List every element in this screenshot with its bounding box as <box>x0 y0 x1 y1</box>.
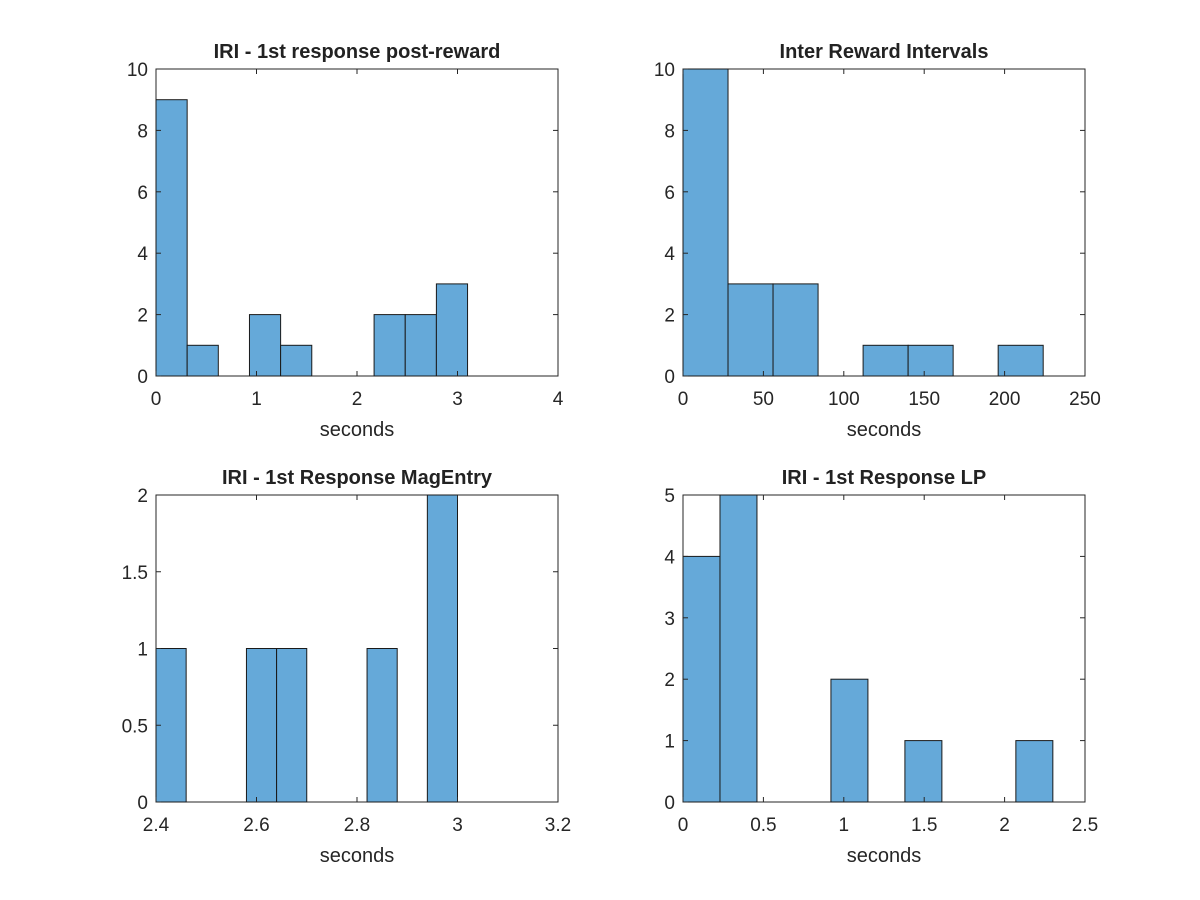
x-tick-label: 1 <box>251 389 262 410</box>
y-tick-label: 6 <box>137 183 148 204</box>
histogram-bar <box>186 344 219 377</box>
axes-frame <box>155 68 559 377</box>
y-tick-label: 4 <box>664 547 675 568</box>
x-tick-label: 100 <box>828 389 860 410</box>
histogram-bar <box>280 344 313 377</box>
x-tick-label: 1 <box>839 815 850 836</box>
y-tick-label: 4 <box>137 244 148 265</box>
axes-frame <box>155 494 559 803</box>
x-tick-label: 2.5 <box>1072 815 1098 836</box>
y-tick-label: 1 <box>664 732 675 753</box>
x-tick-label: 2 <box>999 815 1010 836</box>
y-tick-label: 10 <box>127 60 148 81</box>
histogram-bar <box>1015 740 1054 803</box>
y-tick-label: 4 <box>664 244 675 265</box>
y-tick-label: 10 <box>654 60 675 81</box>
x-tick-label: 2.8 <box>344 815 370 836</box>
x-tick-label: 0 <box>678 815 689 836</box>
histogram-bar <box>155 648 187 803</box>
x-tick-label: 3 <box>452 389 463 410</box>
y-tick-label: 2 <box>137 486 148 507</box>
y-tick-label: 2 <box>664 670 675 691</box>
histogram-panel-iri-magentry: 2.4 2.6 2.8 3 3.2 0 0.5 1 1.5 2 IRI - 1st Response… <box>122 467 572 867</box>
histogram-bar <box>366 648 398 803</box>
histogram-bar <box>426 494 459 803</box>
histogram-bar <box>997 344 1044 377</box>
histogram-bar <box>373 314 406 377</box>
y-tick-label: 1.5 <box>122 563 148 584</box>
histogram-bar <box>907 344 954 377</box>
histogram-bar <box>727 283 774 377</box>
histogram-bar <box>719 494 758 803</box>
x-tick-label: 0 <box>151 389 162 410</box>
y-tick-label: 2 <box>664 306 675 327</box>
y-tick-label: 0 <box>137 793 148 814</box>
histogram-bar <box>772 283 819 377</box>
x-tick-label: 4 <box>553 389 564 410</box>
x-tick-label: 3 <box>452 815 463 836</box>
histogram-panel-iri-post-reward: 0 1 2 3 4 0 2 4 6 8 10 IRI - 1st response post-rewa… <box>127 41 564 441</box>
histogram-bar <box>904 740 943 803</box>
x-tick-label: 0 <box>678 389 689 410</box>
y-tick-label: 8 <box>137 121 148 142</box>
x-tick-label: 2.6 <box>243 815 269 836</box>
histogram-bar <box>862 344 909 377</box>
y-tick-label: 8 <box>664 121 675 142</box>
x-tick-label: 50 <box>753 389 774 410</box>
histogram-panel-inter-reward-intervals: 0 50 100 150 200 250 0 2 4 6 8 10 Inter Reward Inter… <box>654 41 1101 441</box>
histogram-bar <box>155 99 188 377</box>
x-axis-label: seconds <box>320 845 395 867</box>
histogram-bar <box>682 555 721 803</box>
x-tick-label: 1.5 <box>911 815 937 836</box>
histogram-bar <box>830 678 869 803</box>
y-tick-label: 5 <box>664 486 675 507</box>
x-tick-label: 0.5 <box>750 815 776 836</box>
y-tick-label: 3 <box>664 609 675 630</box>
y-tick-label: 0 <box>664 367 675 388</box>
histogram-bar <box>276 648 308 803</box>
x-axis-label: seconds <box>320 419 395 441</box>
histogram-bar <box>248 314 282 377</box>
histogram-panel-iri-lp: 0 0.5 1 1.5 2 2.5 0 1 2 3 4 5 IRI - 1st Response LP s… <box>664 467 1098 867</box>
histogram-bar <box>435 283 469 377</box>
y-tick-label: 0 <box>664 793 675 814</box>
x-tick-label: 2.4 <box>143 815 170 836</box>
x-tick-label: 150 <box>908 389 940 410</box>
chart-title: IRI - 1st response post-reward <box>214 41 501 63</box>
chart-title: IRI - 1st Response MagEntry <box>222 467 493 489</box>
x-tick-label: 250 <box>1069 389 1101 410</box>
histogram-bar <box>245 648 278 803</box>
x-tick-label: 2 <box>352 389 363 410</box>
y-tick-label: 2 <box>137 306 148 327</box>
y-tick-label: 0.5 <box>122 716 148 737</box>
chart-title: Inter Reward Intervals <box>780 41 989 63</box>
histogram-bar <box>682 68 729 377</box>
chart-title: IRI - 1st Response LP <box>782 467 987 489</box>
x-tick-label: 200 <box>989 389 1021 410</box>
histogram-bar <box>404 314 437 377</box>
x-axis-label: seconds <box>847 419 922 441</box>
y-tick-label: 6 <box>664 183 675 204</box>
x-axis-label: seconds <box>847 845 922 867</box>
y-tick-label: 1 <box>137 640 148 661</box>
x-tick-label: 3.2 <box>545 815 571 836</box>
y-tick-label: 0 <box>137 367 148 388</box>
